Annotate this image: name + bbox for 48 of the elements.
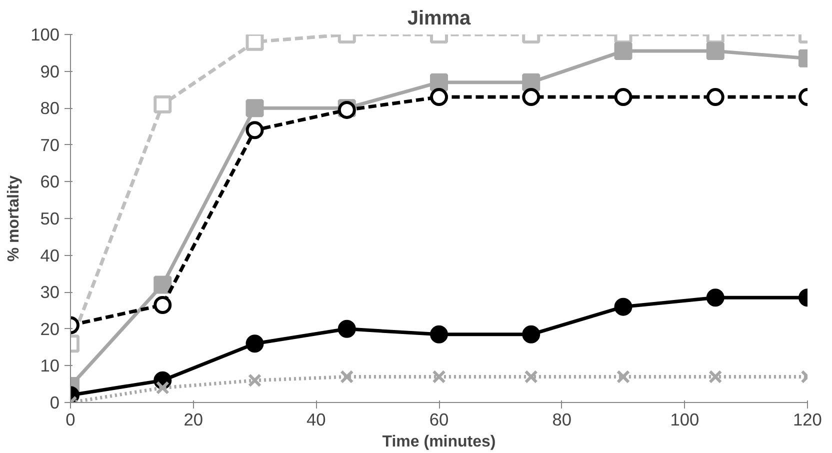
point	[246, 334, 264, 353]
point	[248, 374, 262, 388]
y-tick-label: 100	[30, 24, 60, 44]
point	[156, 380, 170, 395]
point	[338, 320, 356, 338]
point	[432, 370, 446, 384]
point	[522, 88, 540, 106]
y-tick-label: 30	[40, 282, 60, 302]
y-tick-label: 60	[40, 172, 60, 192]
point	[614, 88, 632, 106]
y-tick-label: 70	[40, 134, 60, 155]
point	[616, 370, 630, 384]
point	[708, 370, 722, 384]
point	[246, 34, 264, 51]
x-tick-label: 100	[670, 410, 700, 430]
point	[614, 298, 632, 316]
point	[246, 121, 264, 140]
y-tick-label: 10	[40, 356, 60, 376]
y-tick-label: 50	[40, 208, 60, 228]
y-tick-label: 0	[50, 392, 60, 412]
y-tick-label: 80	[40, 98, 60, 118]
point	[614, 42, 632, 60]
y-tick-label: 90	[40, 61, 60, 82]
x-tick-label: 120	[793, 410, 822, 430]
point	[706, 88, 724, 106]
point	[340, 370, 354, 384]
chart-title: Jimma	[407, 8, 472, 30]
x-axis-title: Time (minutes)	[382, 434, 496, 450]
point	[522, 325, 540, 344]
point	[430, 325, 448, 344]
x-tick-label: 0	[66, 410, 76, 430]
point	[246, 99, 264, 118]
point	[706, 42, 724, 60]
point	[430, 73, 448, 92]
point	[154, 296, 172, 314]
point	[522, 73, 540, 92]
y-tick-label: 40	[40, 245, 60, 266]
x-tick-label: 60	[429, 410, 449, 430]
point	[524, 370, 538, 384]
point	[154, 276, 172, 294]
x-tick-label: 40	[306, 410, 326, 430]
x-tick-label: 80	[552, 410, 572, 430]
point	[154, 95, 172, 114]
x-tick-label: 20	[184, 410, 203, 430]
y-axis-title: % mortality	[6, 175, 23, 262]
point	[430, 88, 448, 106]
point	[706, 288, 724, 307]
y-tick-label: 20	[40, 318, 60, 339]
